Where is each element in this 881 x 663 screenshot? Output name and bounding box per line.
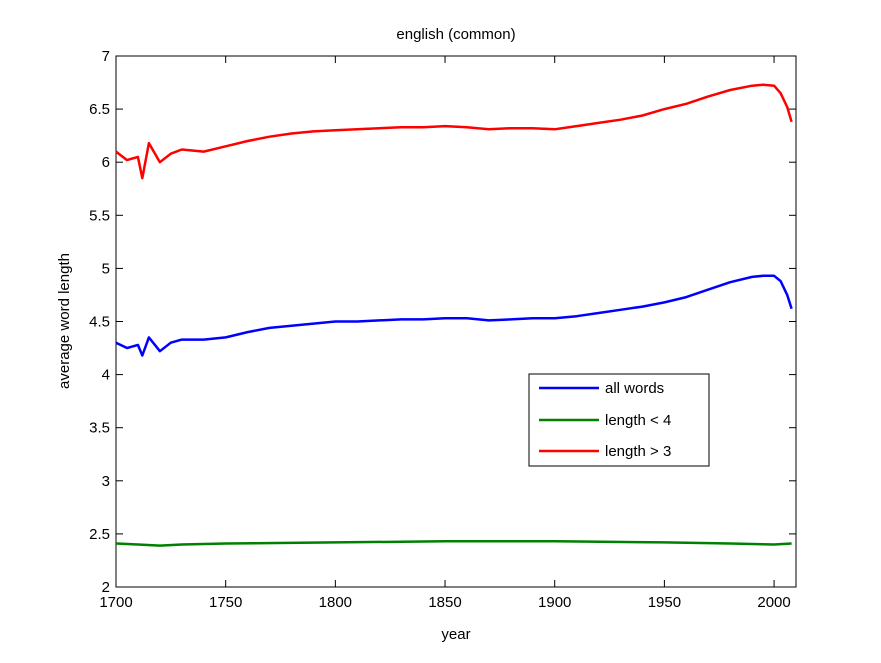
y-tick-label: 7 xyxy=(102,48,110,65)
x-tick-label: 1950 xyxy=(648,594,681,611)
x-axis-label: year xyxy=(441,626,470,643)
legend: all words length < 4 length > 3 xyxy=(528,373,710,467)
y-tick-label: 4 xyxy=(102,367,110,384)
y-axis-label: average word length xyxy=(56,253,73,389)
axes-box xyxy=(115,55,797,588)
x-tick-label: 1750 xyxy=(209,594,242,611)
y-tick-label: 6.5 xyxy=(89,101,110,118)
y-tick-label: 3.5 xyxy=(89,420,110,437)
legend-label-length-lt-4: length < 4 xyxy=(605,412,671,429)
chart-title: english (common) xyxy=(396,26,515,43)
plot-lines xyxy=(115,83,793,547)
series-line-length-4 xyxy=(115,540,792,547)
x-tick-label: 1850 xyxy=(428,594,461,611)
x-tick-label: 1900 xyxy=(538,594,571,611)
legend-label-all-words: all words xyxy=(605,380,664,397)
y-tick-label: 5 xyxy=(102,260,110,277)
y-tick-label: 4.5 xyxy=(89,314,110,331)
series-line-all-words xyxy=(115,274,793,357)
x-tick-label: 2000 xyxy=(757,594,790,611)
x-tick-label: 1700 xyxy=(99,594,132,611)
y-tick-label: 5.5 xyxy=(89,207,110,224)
y-tick-label: 2.5 xyxy=(89,526,110,543)
series-line-length-3 xyxy=(115,83,793,180)
legend-label-length-gt-3: length > 3 xyxy=(605,443,671,460)
y-tick-label: 6 xyxy=(102,154,110,171)
y-tick-label: 2 xyxy=(102,579,110,596)
x-tick-label: 1800 xyxy=(319,594,352,611)
axis-ticks: 1700 1750 1800 1850 1900 1950 2000 2 2.5 3 3.5 4 4.5… xyxy=(89,48,796,611)
y-tick-label: 3 xyxy=(102,473,110,490)
